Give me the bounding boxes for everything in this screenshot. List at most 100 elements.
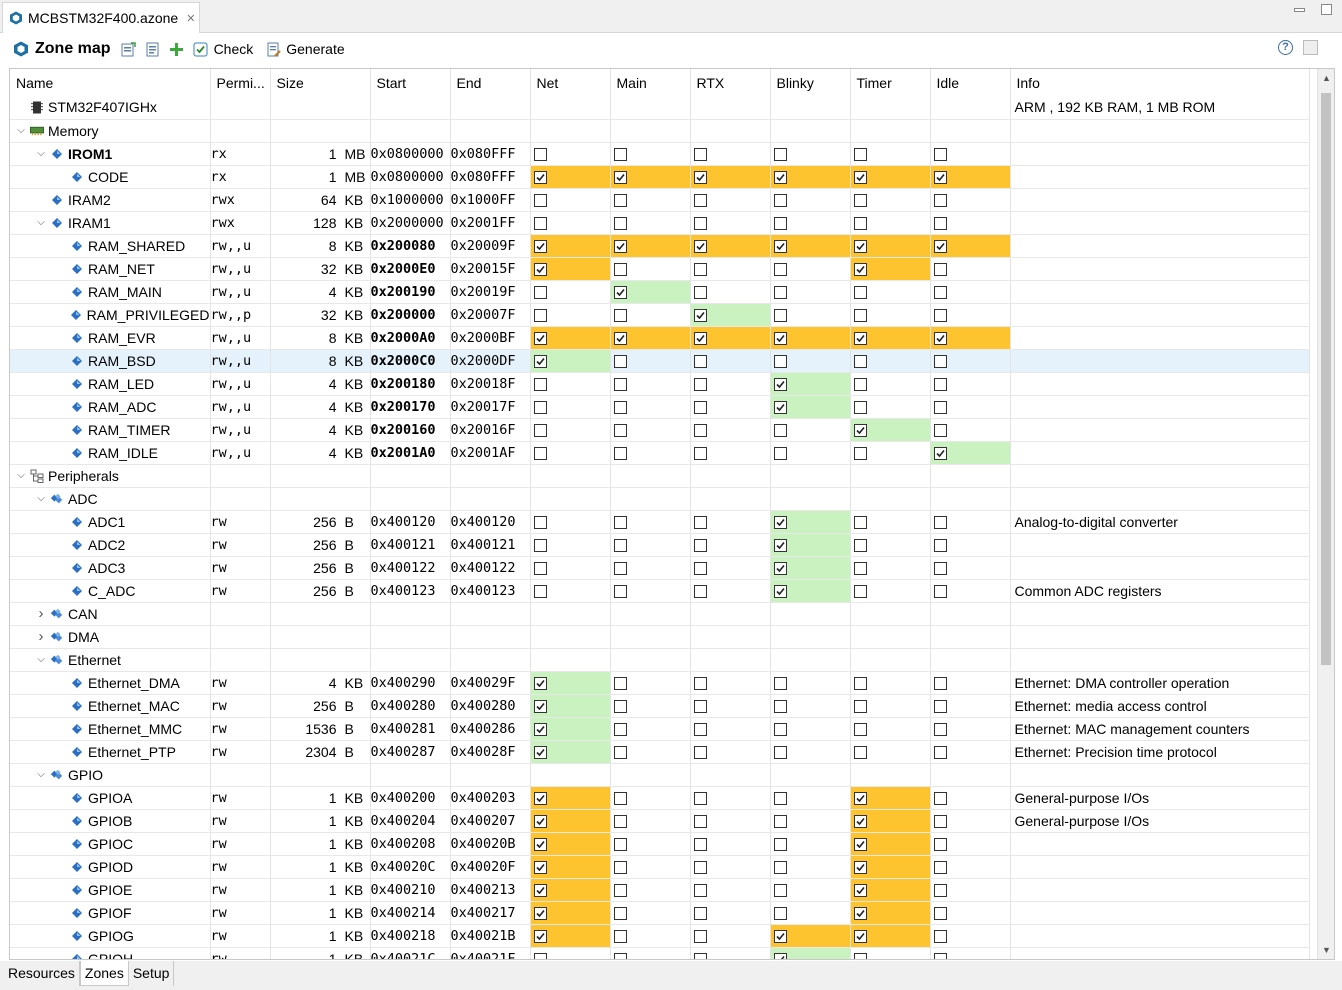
zone-checkbox[interactable]: [613, 148, 627, 162]
vertical-scrollbar[interactable]: ▲ ▼: [1317, 69, 1334, 959]
zone-checkbox[interactable]: [853, 378, 867, 392]
table-row[interactable]: RAM_NET rw,,u 32 KB 0x2000E0 0x20015F: [10, 257, 1310, 281]
zone-checkbox[interactable]: [613, 217, 627, 231]
zone-checkbox[interactable]: [533, 309, 547, 323]
zone-checkbox[interactable]: [853, 677, 867, 691]
zone-checkbox[interactable]: [853, 838, 867, 852]
zone-checkbox[interactable]: [933, 355, 947, 369]
zone-checkbox[interactable]: [693, 792, 707, 806]
collapse-chevron-icon[interactable]: ⌵: [37, 493, 45, 504]
table-row[interactable]: RAM_LED rw,,u 4 KB 0x200180 0x20018F: [10, 372, 1310, 396]
name-cell[interactable]: IRAM2: [10, 188, 211, 212]
column-header[interactable]: Permi...: [210, 69, 271, 96]
table-row[interactable]: RAM_BSD rw,,u 8 KB 0x2000C0 0x2000DF: [10, 349, 1310, 373]
zone-checkbox[interactable]: [533, 240, 547, 254]
name-cell[interactable]: CODE: [10, 165, 211, 189]
zone-checkbox[interactable]: [933, 447, 947, 461]
column-header[interactable]: Size: [270, 69, 371, 96]
check-icon[interactable]: [193, 41, 209, 57]
zone-checkbox[interactable]: [533, 263, 547, 277]
zone-checkbox[interactable]: [613, 792, 627, 806]
zone-checkbox[interactable]: [533, 539, 547, 553]
zone-checkbox[interactable]: [853, 516, 867, 530]
collapse-chevron-icon[interactable]: ⌵: [17, 125, 25, 136]
column-header[interactable]: Timer: [850, 69, 931, 96]
zone-checkbox[interactable]: [773, 309, 787, 323]
name-cell[interactable]: RAM_IDLE: [10, 441, 211, 465]
zone-checkbox[interactable]: [533, 930, 547, 944]
table-row[interactable]: C_ADC rw 256 B 0x400123 0x400123 Common ADC re…: [10, 579, 1310, 603]
zone-checkbox[interactable]: [933, 953, 947, 959]
zone-checkbox[interactable]: [613, 953, 627, 959]
name-cell[interactable]: GPIOE: [10, 878, 211, 902]
name-cell[interactable]: ⌵ Ethernet: [10, 648, 211, 672]
zone-checkbox[interactable]: [613, 539, 627, 553]
zone-checkbox[interactable]: [773, 355, 787, 369]
name-cell[interactable]: RAM_BSD: [10, 349, 211, 373]
name-cell[interactable]: Ethernet_DMA: [10, 671, 211, 695]
column-header[interactable]: Name: [10, 69, 211, 96]
name-cell[interactable]: GPIOC: [10, 832, 211, 856]
zone-checkbox[interactable]: [773, 148, 787, 162]
zone-checkbox[interactable]: [693, 286, 707, 300]
zone-checkbox[interactable]: [533, 148, 547, 162]
zone-checkbox[interactable]: [933, 424, 947, 438]
zone-checkbox[interactable]: [613, 516, 627, 530]
add-zone-icon[interactable]: [169, 41, 185, 57]
zone-checkbox[interactable]: [933, 884, 947, 898]
zone-checkbox[interactable]: [613, 332, 627, 346]
zone-checkbox[interactable]: [613, 884, 627, 898]
tab-resources[interactable]: Resources: [4, 961, 80, 986]
table-row[interactable]: IRAM2 rwx 64 KB 0x1000000 0x1000FF: [10, 188, 1310, 212]
table-row[interactable]: RAM_MAIN rw,,u 4 KB 0x200190 0x20019F: [10, 280, 1310, 304]
table-row[interactable]: RAM_TIMER rw,,u 4 KB 0x200160 0x20016F: [10, 418, 1310, 442]
table-row[interactable]: GPIOD rw 1 KB 0x40020C 0x40020F: [10, 855, 1310, 879]
zone-checkbox[interactable]: [533, 700, 547, 714]
name-cell[interactable]: › CAN: [10, 602, 211, 626]
zone-checkbox[interactable]: [853, 562, 867, 576]
table-row[interactable]: CODE rx 1 MB 0x0800000 0x080FFF: [10, 165, 1310, 189]
zone-checkbox[interactable]: [613, 562, 627, 576]
zone-checkbox[interactable]: [773, 746, 787, 760]
zone-checkbox[interactable]: [773, 171, 787, 185]
zone-checkbox[interactable]: [533, 953, 547, 959]
zone-checkbox[interactable]: [773, 217, 787, 231]
zone-checkbox[interactable]: [773, 516, 787, 530]
zone-checkbox[interactable]: [853, 585, 867, 599]
zone-checkbox[interactable]: [853, 792, 867, 806]
expand-chevron-icon[interactable]: ›: [38, 628, 44, 645]
tab-setup[interactable]: Setup: [129, 961, 175, 986]
table-row[interactable]: RAM_PRIVILEGED rw,,p 32 KB 0x200000 0x20007F: [10, 303, 1310, 327]
name-cell[interactable]: ⌵ IRAM1: [10, 211, 211, 235]
zone-checkbox[interactable]: [693, 355, 707, 369]
name-cell[interactable]: ⌵ Peripherals: [10, 464, 211, 488]
zone-checkbox[interactable]: [853, 286, 867, 300]
table-row[interactable]: STM32F407IGHx ARM , 192 KB RAM, 1 MB ROM: [10, 96, 1310, 120]
zone-checkbox[interactable]: [853, 815, 867, 829]
scroll-down-icon[interactable]: ▼: [1322, 945, 1331, 955]
table-row[interactable]: ADC2 rw 256 B 0x400121 0x400121: [10, 533, 1310, 557]
zone-checkbox[interactable]: [533, 516, 547, 530]
name-cell[interactable]: GPIOF: [10, 901, 211, 925]
zone-checkbox[interactable]: [773, 263, 787, 277]
table-row[interactable]: RAM_SHARED rw,,u 8 KB 0x200080 0x20009F: [10, 234, 1310, 258]
zone-checkbox[interactable]: [693, 861, 707, 875]
zone-checkbox[interactable]: [853, 263, 867, 277]
zone-checkbox[interactable]: [693, 194, 707, 208]
zone-checkbox[interactable]: [773, 378, 787, 392]
zone-checkbox[interactable]: [853, 907, 867, 921]
table-row[interactable]: Ethernet_MAC rw 256 B 0x400280 0x400280 Ethern…: [10, 694, 1310, 718]
zone-checkbox[interactable]: [853, 884, 867, 898]
name-cell[interactable]: RAM_TIMER: [10, 418, 211, 442]
zone-checkbox[interactable]: [533, 723, 547, 737]
name-cell[interactable]: GPIOD: [10, 855, 211, 879]
zone-checkbox[interactable]: [693, 815, 707, 829]
column-header[interactable]: Info: [1010, 69, 1310, 96]
zone-checkbox[interactable]: [933, 815, 947, 829]
zone-checkbox[interactable]: [853, 194, 867, 208]
column-header[interactable]: Main: [610, 69, 691, 96]
zone-checkbox[interactable]: [533, 171, 547, 185]
zone-checkbox[interactable]: [533, 884, 547, 898]
zone-checkbox[interactable]: [933, 700, 947, 714]
zone-checkbox[interactable]: [933, 401, 947, 415]
